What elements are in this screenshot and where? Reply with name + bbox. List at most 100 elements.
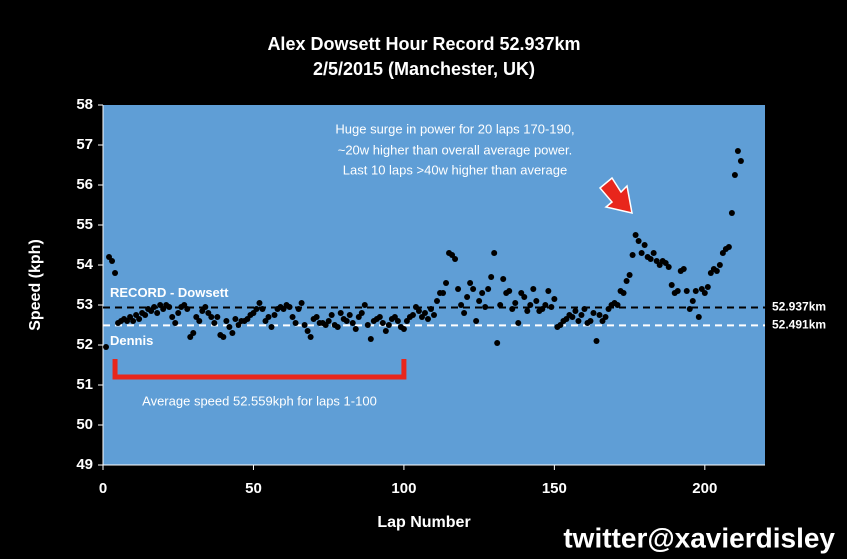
data-point <box>223 318 230 324</box>
annotation: ~20w higher than overall average power. <box>338 142 573 157</box>
data-point <box>325 318 332 324</box>
arrow <box>598 176 633 214</box>
y-tick-label: 54 <box>76 256 93 273</box>
y-tick-label: 49 <box>76 456 93 473</box>
data-point <box>154 310 161 316</box>
data-point <box>683 288 690 294</box>
reference-value-label: 52.937km <box>772 300 826 314</box>
data-point <box>527 302 534 308</box>
data-point <box>271 312 278 318</box>
data-point <box>151 304 158 310</box>
data-point <box>647 256 654 262</box>
data-point <box>596 312 603 318</box>
data-point <box>620 290 627 296</box>
data-point <box>506 288 513 294</box>
data-point <box>551 296 558 302</box>
data-point <box>458 302 465 308</box>
data-point <box>184 306 191 312</box>
data-point <box>409 312 416 318</box>
data-point <box>376 314 383 320</box>
watermark: twitter@xavierdisley <box>563 522 835 553</box>
data-point <box>169 314 176 320</box>
data-point <box>172 320 179 326</box>
data-point <box>112 270 119 276</box>
data-point <box>382 328 389 334</box>
data-point <box>394 318 401 324</box>
data-point <box>482 304 489 310</box>
data-point <box>286 304 293 310</box>
data-point <box>142 312 149 318</box>
data-point <box>650 250 657 256</box>
data-point <box>479 290 486 296</box>
data-point <box>524 308 531 314</box>
data-point <box>298 300 305 306</box>
y-tick-label: 52 <box>76 336 93 353</box>
data-point <box>641 242 648 248</box>
data-point <box>668 282 675 288</box>
data-point <box>464 294 471 300</box>
data-point <box>220 334 227 340</box>
data-point <box>226 324 233 330</box>
data-point <box>292 320 299 326</box>
data-point <box>265 314 272 320</box>
plot-area <box>103 105 765 465</box>
data-point <box>593 338 600 344</box>
data-point <box>175 310 182 316</box>
data-point <box>470 286 477 292</box>
annotation: Huge surge in power for 20 laps 170-190, <box>335 121 574 136</box>
data-point <box>674 288 681 294</box>
data-point <box>680 266 687 272</box>
y-tick-label: 56 <box>76 176 93 193</box>
data-point <box>364 322 371 328</box>
reference-name: Dennis <box>110 333 153 348</box>
data-point <box>307 334 314 340</box>
data-point <box>623 278 630 284</box>
data-point <box>569 314 576 320</box>
data-point <box>130 318 137 324</box>
data-point <box>686 306 693 312</box>
data-point <box>737 158 744 164</box>
data-point <box>728 210 735 216</box>
data-point <box>427 306 434 312</box>
data-point <box>614 302 621 308</box>
data-point <box>313 314 320 320</box>
data-point <box>590 310 597 316</box>
data-point <box>545 288 552 294</box>
data-point <box>665 264 672 270</box>
data-point <box>701 290 708 296</box>
data-point <box>572 308 579 314</box>
data-point <box>602 314 609 320</box>
data-point <box>626 272 633 278</box>
data-point <box>346 312 353 318</box>
data-point <box>295 306 302 312</box>
data-point <box>352 326 359 332</box>
data-point <box>455 286 462 292</box>
y-tick-label: 58 <box>76 96 93 113</box>
y-axis-label: Speed (kph) <box>27 239 44 331</box>
data-point <box>208 314 215 320</box>
data-point <box>581 306 588 312</box>
data-point <box>734 148 741 154</box>
data-point <box>259 306 266 312</box>
chart-title: Alex Dowsett Hour Record 52.937km <box>267 34 580 54</box>
data-point <box>638 250 645 256</box>
data-point <box>337 310 344 316</box>
data-point <box>494 340 501 346</box>
data-point <box>229 330 236 336</box>
data-point <box>512 300 519 306</box>
data-point <box>713 268 720 274</box>
data-point <box>695 314 702 320</box>
data-point <box>232 316 239 322</box>
reference-value-label: 52.491km <box>772 318 826 332</box>
data-point <box>548 304 555 310</box>
data-point <box>301 322 308 328</box>
data-point <box>379 320 386 326</box>
data-point <box>491 250 498 256</box>
reference-name: RECORD - Dowsett <box>110 285 229 300</box>
data-point <box>500 276 507 282</box>
data-point <box>575 318 582 324</box>
data-point <box>521 294 528 300</box>
data-point <box>349 320 356 326</box>
